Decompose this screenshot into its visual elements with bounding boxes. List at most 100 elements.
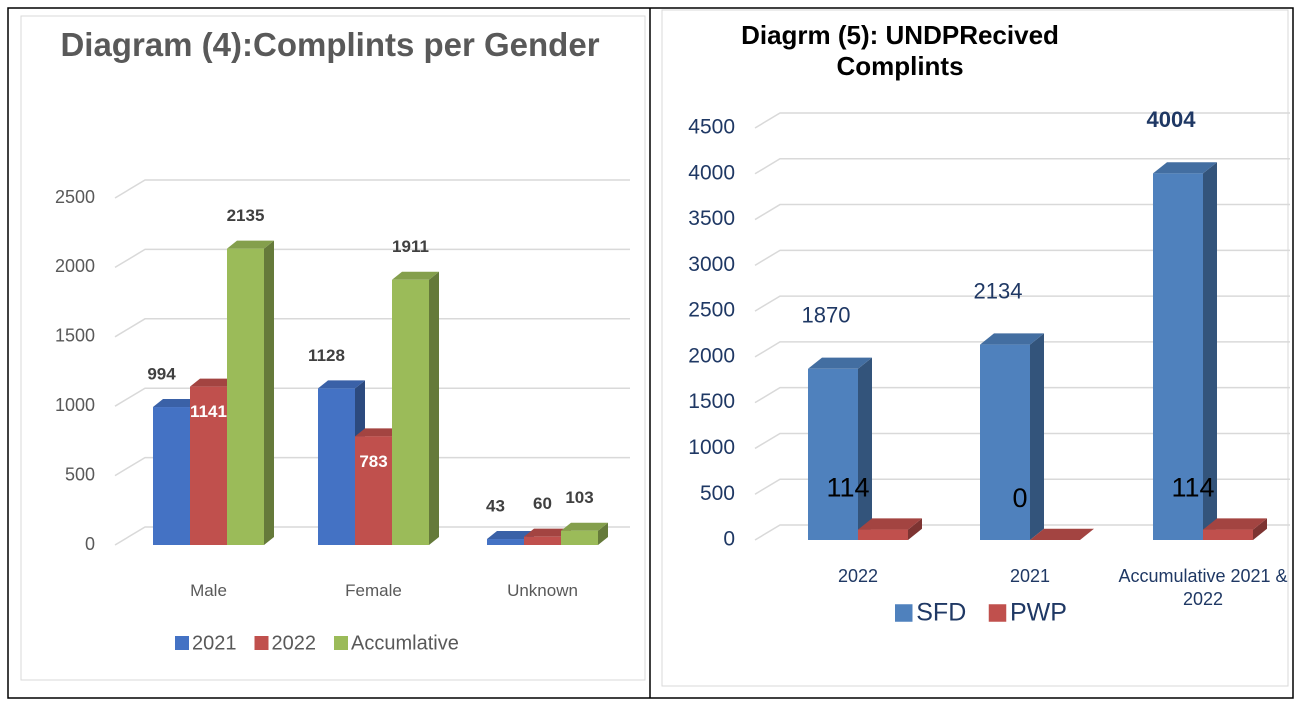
x-tick-label-box: Male xyxy=(190,581,227,600)
data-label: 994 xyxy=(147,365,176,384)
data-label: 2135 xyxy=(227,206,265,225)
bar xyxy=(858,529,908,540)
bar xyxy=(561,530,598,545)
data-label: 1141 xyxy=(190,402,227,421)
bar xyxy=(1153,173,1203,540)
bar xyxy=(808,368,858,540)
y-tick-label: 500 xyxy=(700,482,735,505)
bar-top xyxy=(808,357,872,369)
bar-top xyxy=(153,399,200,408)
y-tick-label: 1500 xyxy=(688,390,735,413)
data-label: 114 xyxy=(826,473,869,503)
legend-label: Accumlative xyxy=(351,632,459,654)
y-tick-label: 0 xyxy=(85,534,95,554)
grid-line xyxy=(114,318,630,338)
bar-side xyxy=(598,522,608,545)
y-tick-label: 2000 xyxy=(688,344,735,367)
x-tick-label: Female xyxy=(345,581,402,600)
grid-line xyxy=(114,526,630,546)
bar-top xyxy=(190,378,237,387)
chart-title: Diagram (4):Complints per Gender xyxy=(60,26,600,63)
y-tick-label: 2500 xyxy=(688,299,735,322)
bar xyxy=(524,536,561,545)
grid-line xyxy=(754,249,1290,266)
grid-line xyxy=(754,295,1290,312)
bar-top xyxy=(392,271,439,280)
bar-side xyxy=(429,271,439,545)
data-label: 1911 xyxy=(392,237,429,256)
grid-line xyxy=(754,478,1290,495)
bar-top xyxy=(858,518,922,530)
x-tick-label-box: Female xyxy=(345,581,402,600)
y-tick-label: 1500 xyxy=(55,326,95,346)
data-label: 43 xyxy=(486,497,505,516)
x-tick-label-box: 2021 xyxy=(1009,566,1051,586)
bar xyxy=(153,407,190,545)
data-label: 783 xyxy=(359,452,387,471)
y-tick-label: 0 xyxy=(723,528,735,551)
bar xyxy=(318,388,355,545)
data-label: 4004 xyxy=(1147,107,1197,132)
data-label: 2134 xyxy=(974,278,1023,303)
bar-side xyxy=(1203,162,1217,541)
legend-label: SFD xyxy=(916,599,966,627)
data-label: 1870 xyxy=(802,303,851,328)
data-label: 60 xyxy=(533,494,552,513)
bar-top xyxy=(1030,528,1094,540)
grid-line xyxy=(114,179,630,199)
bar-top xyxy=(355,428,402,437)
y-tick-label: 3000 xyxy=(688,253,735,276)
chart-title-box: Diagrm (5): UNDPRecived Complints xyxy=(741,20,1059,81)
x-tick-label: 2021 xyxy=(1009,566,1051,586)
x-tick-label: Unknown xyxy=(507,581,578,600)
y-tick-label: 2500 xyxy=(55,187,95,207)
y-tick-label: 4000 xyxy=(688,161,735,184)
bar xyxy=(487,539,524,545)
legend-label: PWP xyxy=(1010,599,1067,627)
bar-side xyxy=(908,518,922,540)
legend-swatch xyxy=(988,604,1007,622)
y-tick-label: 1000 xyxy=(55,395,95,415)
grid-line xyxy=(754,203,1290,221)
data-label: 0 xyxy=(1012,483,1027,513)
y-tick-label: 4500 xyxy=(688,116,735,139)
x-tick-label: Male xyxy=(190,581,227,600)
x-tick-label: Accumulative 2021 & 2022 xyxy=(1118,566,1288,609)
bar xyxy=(190,386,227,545)
y-tick-label: 2000 xyxy=(55,256,95,276)
legend-swatch xyxy=(175,636,189,650)
bar-top xyxy=(487,531,534,540)
x-tick-label-box: Unknown xyxy=(507,581,578,600)
data-label: 114 xyxy=(1171,473,1214,503)
grid-line xyxy=(114,248,630,269)
bar-side xyxy=(264,240,274,546)
chart-panel xyxy=(20,15,646,681)
chart-title-box: Diagram (4):Complints per Gender xyxy=(60,26,600,63)
grid-line xyxy=(114,387,630,407)
bar xyxy=(980,344,1030,540)
legend-swatch xyxy=(254,636,269,650)
bar-top xyxy=(318,380,365,389)
y-tick-label: 500 xyxy=(65,464,95,484)
grid-line xyxy=(754,432,1290,450)
bar-side xyxy=(858,357,872,540)
grid-line xyxy=(754,386,1290,404)
legend-label: 2022 xyxy=(272,632,317,654)
legend-label: 2021 xyxy=(192,632,237,654)
grid-line xyxy=(754,341,1290,358)
bar-top xyxy=(227,240,274,249)
y-tick-label: 1000 xyxy=(688,436,735,459)
bar-top xyxy=(524,528,571,537)
bar xyxy=(355,436,392,545)
bar xyxy=(392,279,429,545)
bar-top xyxy=(561,522,608,531)
grid-line xyxy=(754,112,1290,129)
data-label: 103 xyxy=(565,488,593,507)
grid-line xyxy=(754,158,1290,175)
bar-top xyxy=(980,333,1044,345)
bar xyxy=(1203,529,1253,540)
data-label: 1128 xyxy=(308,346,345,365)
legend-swatch xyxy=(895,604,913,622)
grid-line xyxy=(754,524,1290,541)
